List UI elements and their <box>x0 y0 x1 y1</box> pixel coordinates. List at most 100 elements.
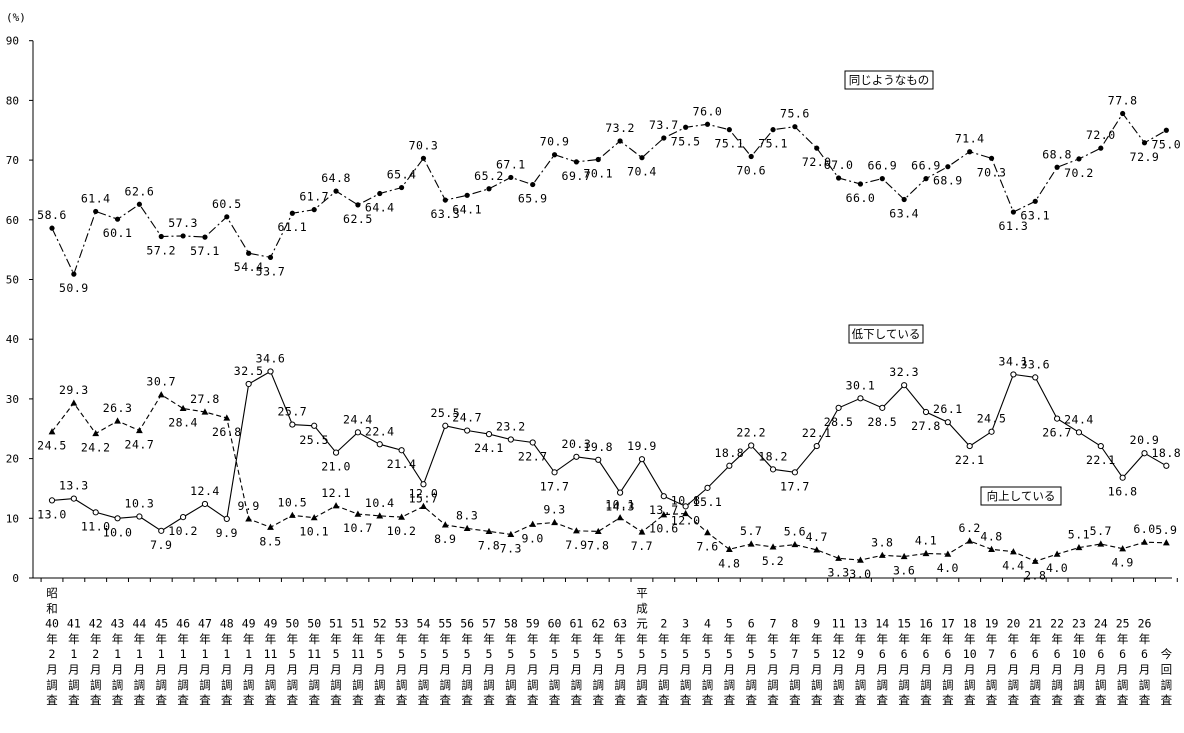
data-label: 5.9 <box>1155 523 1177 537</box>
data-label: 8.3 <box>456 508 478 522</box>
data-label: 4.8 <box>980 529 1002 543</box>
point-marker <box>507 436 514 443</box>
x-category-text: 年 <box>593 632 605 646</box>
point-marker <box>747 540 755 547</box>
point-marker <box>136 426 143 434</box>
legend-box <box>848 324 924 344</box>
x-category-text: 調 <box>549 678 561 692</box>
point-marker <box>158 527 165 534</box>
x-category-text: 調 <box>90 678 102 692</box>
x-category-text: 今 <box>1161 647 1173 661</box>
point-marker <box>70 399 78 406</box>
x-category-text: 6 <box>1119 647 1126 661</box>
x-category-text: 調 <box>986 678 998 692</box>
legend-label: 向上している <box>987 489 1056 503</box>
data-label: 65.9 <box>518 192 548 206</box>
point-marker <box>246 250 252 256</box>
legend-item-1: 同じようなもの <box>844 70 934 90</box>
x-category-text: 9 <box>857 647 864 661</box>
point-marker <box>92 509 99 516</box>
data-label: 10.1 <box>299 525 329 539</box>
x-category-text: 年 <box>1139 632 1151 646</box>
point-marker <box>158 233 164 240</box>
x-category-text: 45 <box>154 617 168 631</box>
data-label: 4.7 <box>806 530 828 544</box>
point-marker <box>1162 539 1170 546</box>
point-marker <box>399 184 405 191</box>
x-category-text: 6 <box>901 647 908 661</box>
data-label: 27.8 <box>190 392 220 406</box>
point-marker <box>682 509 690 517</box>
data-label: 4.1 <box>915 534 937 548</box>
point-marker <box>507 530 515 538</box>
x-category-text: 調 <box>418 678 430 692</box>
point-marker <box>355 202 361 208</box>
point-marker <box>48 497 56 504</box>
x-category-text: 年 <box>265 632 277 646</box>
x-category-label: 4年5 月調査 <box>702 617 714 708</box>
x-category-label: 8年7 月調査 <box>789 617 801 708</box>
point-marker <box>1010 548 1017 555</box>
x-category-text: 月 <box>177 663 189 677</box>
x-category-text: 年 <box>1095 632 1107 646</box>
x-category-text: 1 <box>114 647 121 661</box>
x-category-text: 元 <box>636 617 648 631</box>
data-label: 12.1 <box>321 486 351 500</box>
x-category-text: 月 <box>287 663 299 677</box>
x-category-text: 月 <box>680 663 692 677</box>
data-label: 70.4 <box>627 165 657 179</box>
x-category-text: 5 <box>507 647 514 661</box>
x-category-text: 6 <box>944 647 951 661</box>
x-category-text: 23 <box>1072 617 1086 631</box>
x-category-text: 月 <box>702 663 714 677</box>
x-category-text: 50 <box>285 617 299 631</box>
data-label: 60.5 <box>212 197 242 211</box>
point-marker <box>114 417 121 424</box>
data-label: 10.8 <box>671 494 701 508</box>
x-category-text: 62 <box>591 617 605 631</box>
point-marker <box>289 210 295 216</box>
data-label: 57.3 <box>168 216 198 230</box>
x-category-text: 調 <box>177 678 189 692</box>
x-category-text: 調 <box>112 678 124 692</box>
x-category-text: 月 <box>920 663 932 677</box>
x-category-text: 17 <box>941 617 955 631</box>
x-category-text: 調 <box>593 678 605 692</box>
data-label: 63.1 <box>1020 208 1050 222</box>
x-category-text: 月 <box>571 663 583 677</box>
point-marker <box>1141 140 1148 146</box>
x-category-text: 月 <box>1073 663 1085 677</box>
point-marker <box>551 469 558 476</box>
point-marker <box>442 422 449 429</box>
data-label: 72.9 <box>1130 150 1160 164</box>
data-label: 13.3 <box>59 479 89 493</box>
x-category-text: 5 <box>464 647 471 661</box>
x-category-text: 6 <box>1054 647 1061 661</box>
data-label: 72.0 <box>1086 128 1116 142</box>
x-category-text: 5 <box>289 647 296 661</box>
data-label: 70.2 <box>1064 166 1094 180</box>
x-category-text: 査 <box>789 693 801 707</box>
x-category-text: 調 <box>199 678 211 692</box>
point-marker <box>354 510 362 517</box>
x-category-text: 査 <box>90 693 102 707</box>
x-category-text: 査 <box>1095 693 1107 707</box>
x-category-text: 年 <box>898 632 910 646</box>
point-marker <box>988 545 995 552</box>
x-category-text: 5 <box>420 647 427 661</box>
x-category-text: 月 <box>811 663 823 677</box>
data-label: 70.3 <box>977 165 1007 179</box>
x-category-text: 調 <box>898 678 910 692</box>
x-category-text: 年 <box>330 632 342 646</box>
point-marker <box>441 521 449 528</box>
data-label: 72.0 <box>802 155 832 169</box>
point-marker <box>201 408 209 415</box>
